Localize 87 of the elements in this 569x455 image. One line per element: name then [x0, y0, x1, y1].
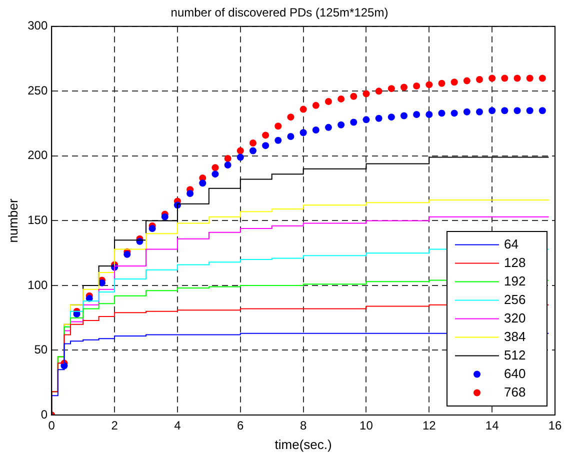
point: [312, 126, 320, 134]
point: [375, 114, 382, 122]
legend-label: 640: [504, 366, 526, 381]
point: [338, 95, 345, 102]
point: [236, 154, 244, 161]
point: [212, 170, 219, 178]
point: [262, 132, 270, 139]
point: [375, 88, 382, 95]
point: [488, 107, 496, 114]
point: [413, 110, 420, 118]
point: [262, 142, 270, 150]
legend-label: 512: [504, 347, 526, 362]
point: [324, 124, 332, 131]
point: [450, 78, 458, 86]
point: [362, 116, 370, 124]
legend-label: 384: [504, 328, 526, 344]
point: [274, 136, 282, 144]
point: [312, 102, 320, 109]
x-tick-label: 10: [360, 418, 374, 433]
point: [438, 80, 446, 87]
point: [236, 147, 244, 154]
point: [426, 110, 433, 118]
point: [249, 147, 256, 154]
legend-label: 64: [504, 236, 518, 252]
point: [400, 84, 408, 91]
point: [501, 74, 508, 82]
y-tick-label: 200: [28, 148, 48, 162]
x-tick-label: 14: [485, 418, 500, 433]
point: [538, 107, 546, 114]
point: [249, 139, 256, 146]
point: [463, 108, 470, 116]
y-axis-title: number: [5, 198, 20, 243]
point: [362, 90, 370, 98]
point: [287, 114, 294, 121]
point: [148, 224, 156, 232]
point: [514, 107, 521, 114]
point: [388, 114, 395, 121]
point: [199, 180, 206, 187]
point: [388, 85, 395, 92]
legend-label: 192: [504, 273, 526, 288]
point: [324, 98, 332, 106]
point: [287, 133, 294, 140]
point: [224, 162, 232, 168]
y-tick-label: 250: [28, 83, 48, 98]
y-tick-label: 300: [28, 18, 48, 33]
point: [488, 74, 496, 82]
legend-label: 320: [504, 310, 526, 326]
point: [124, 250, 131, 258]
point: [338, 121, 345, 128]
x-tick-label: 6: [237, 418, 244, 433]
point: [224, 155, 232, 162]
point: [300, 129, 307, 136]
point: [538, 74, 546, 82]
point: [350, 118, 358, 126]
x-tick-label: 12: [422, 418, 436, 433]
point: [161, 213, 168, 220]
point: [274, 122, 282, 130]
point: [463, 77, 470, 84]
point: [501, 107, 508, 114]
point: [426, 81, 433, 88]
x-tick-label: 4: [174, 418, 182, 433]
point: [300, 106, 307, 113]
point: [526, 107, 534, 114]
x-tick-label: 16: [548, 418, 562, 433]
x-tick-label: 8: [300, 418, 307, 433]
x-axis-title: time(sec.): [274, 436, 332, 452]
x-tick-label: 2: [111, 418, 118, 433]
chart-title: number of discovered PDs (125m*125m): [170, 6, 388, 20]
point: [476, 108, 483, 116]
y-tick-label: 0: [40, 407, 48, 422]
point: [413, 82, 420, 90]
point: [450, 110, 458, 117]
legend-label: 256: [504, 292, 526, 307]
point: [526, 74, 534, 82]
point: [476, 76, 483, 84]
legend-label: 128: [504, 254, 526, 270]
y-tick-label: 100: [28, 278, 48, 292]
point: [514, 74, 521, 82]
y-tick-label: 50: [34, 342, 48, 357]
point: [400, 112, 408, 120]
legend-label: 768: [504, 384, 526, 400]
point: [438, 110, 446, 117]
point: [212, 164, 219, 172]
point: [350, 92, 358, 100]
point: [186, 190, 194, 197]
point: [98, 279, 106, 286]
y-tick-label: 150: [28, 213, 48, 228]
